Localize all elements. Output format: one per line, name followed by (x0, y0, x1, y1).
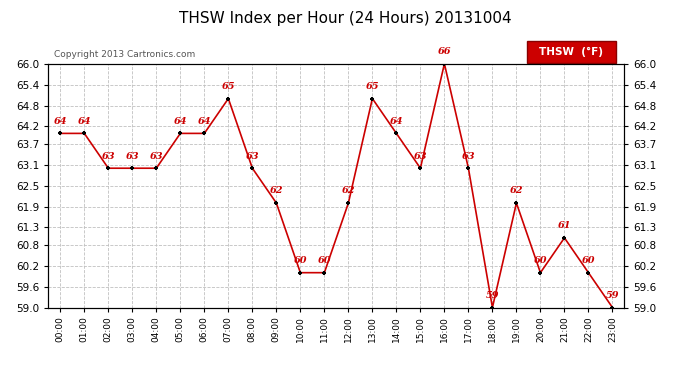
Text: 63: 63 (462, 152, 475, 160)
Point (127, 165, 138, 171)
Point (439, 61, 450, 67)
Text: 65: 65 (221, 82, 235, 91)
Point (247, 165, 258, 171)
Point (319, 270, 330, 276)
Point (271, 200, 282, 206)
Text: 60: 60 (582, 256, 595, 265)
Point (391, 130, 402, 136)
Point (103, 165, 114, 171)
Text: 63: 63 (246, 152, 259, 160)
Text: 60: 60 (317, 256, 331, 265)
Text: 62: 62 (342, 186, 355, 195)
Text: 61: 61 (558, 221, 571, 230)
Text: 63: 63 (126, 152, 139, 160)
Point (415, 165, 426, 171)
Text: 64: 64 (197, 117, 211, 126)
Text: 64: 64 (54, 117, 67, 126)
Text: 60: 60 (533, 256, 547, 265)
Point (559, 235, 570, 241)
Point (55, 130, 66, 136)
Point (487, 304, 498, 310)
Text: THSW Index per Hour (24 Hours) 20131004: THSW Index per Hour (24 Hours) 20131004 (179, 11, 511, 26)
Text: 59: 59 (486, 291, 499, 300)
Point (343, 200, 354, 206)
Point (583, 270, 594, 276)
Text: 65: 65 (366, 82, 379, 91)
Text: THSW  (°F): THSW (°F) (539, 46, 603, 57)
Point (79, 130, 90, 136)
Text: 62: 62 (510, 186, 523, 195)
Text: 64: 64 (77, 117, 91, 126)
Text: 63: 63 (413, 152, 427, 160)
Point (223, 96, 234, 102)
FancyBboxPatch shape (526, 40, 615, 63)
Text: 60: 60 (294, 256, 307, 265)
Point (295, 270, 306, 276)
Point (535, 270, 546, 276)
Text: 63: 63 (101, 152, 115, 160)
Text: 66: 66 (437, 47, 451, 56)
Point (367, 96, 378, 102)
Point (607, 304, 618, 310)
Point (175, 130, 186, 136)
Text: 62: 62 (270, 186, 283, 195)
Point (151, 165, 162, 171)
Text: 64: 64 (174, 117, 187, 126)
Text: 59: 59 (606, 291, 619, 300)
Text: 63: 63 (150, 152, 163, 160)
Point (511, 200, 522, 206)
Text: Copyright 2013 Cartronics.com: Copyright 2013 Cartronics.com (54, 50, 195, 59)
Point (463, 165, 474, 171)
Text: 64: 64 (390, 117, 403, 126)
Point (199, 130, 210, 136)
